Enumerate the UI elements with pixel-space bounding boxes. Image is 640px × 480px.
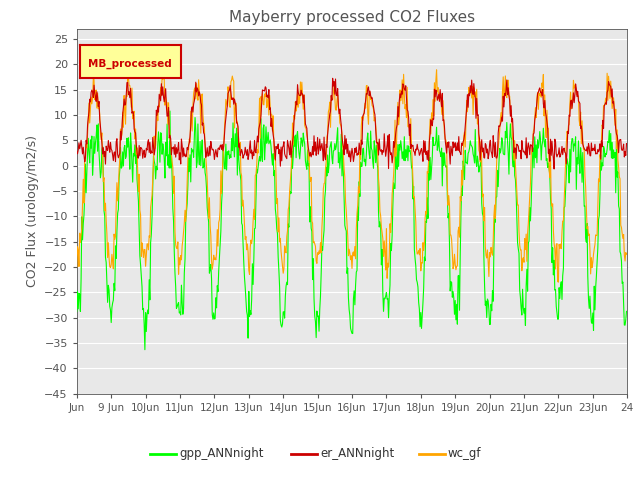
Text: gpp_ANNnight: gpp_ANNnight <box>179 447 264 460</box>
Title: Mayberry processed CO2 Fluxes: Mayberry processed CO2 Fluxes <box>229 10 475 25</box>
Text: er_ANNnight: er_ANNnight <box>320 447 394 460</box>
Text: wc_gf: wc_gf <box>448 447 481 460</box>
Y-axis label: CO2 Flux (urology/m2/s): CO2 Flux (urology/m2/s) <box>26 135 38 287</box>
